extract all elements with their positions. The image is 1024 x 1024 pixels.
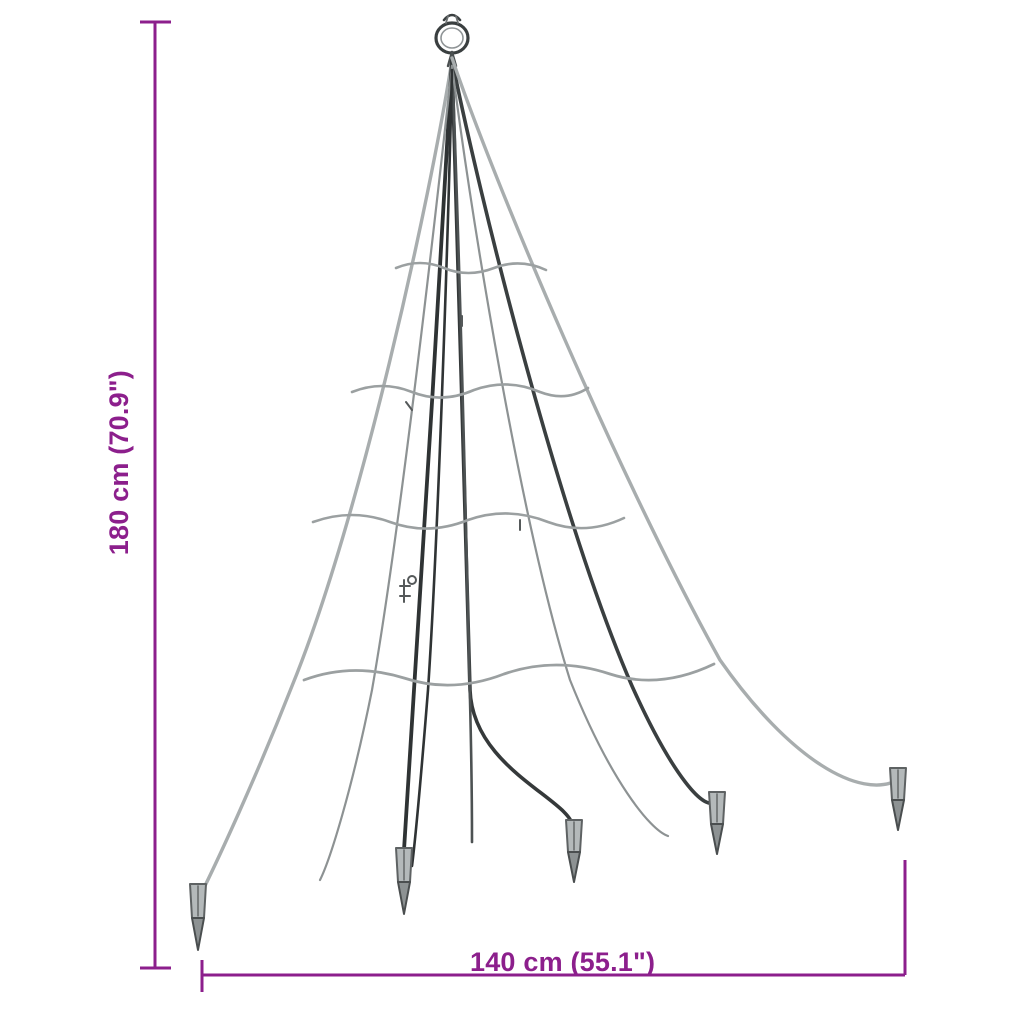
ring-2 xyxy=(350,383,590,399)
ground-stakes xyxy=(189,767,907,951)
inner-upright-left xyxy=(318,64,454,882)
inner-upright-center xyxy=(410,68,454,868)
top-ring xyxy=(434,13,470,55)
inner-upright-right xyxy=(450,64,670,838)
leg-5 xyxy=(450,56,900,787)
leg-1 xyxy=(196,58,454,902)
leg-4 xyxy=(450,58,718,805)
width-dimension-label: 140 cm (55.1") xyxy=(470,947,656,977)
stake-1 xyxy=(189,883,207,951)
leg-2 xyxy=(401,58,454,868)
stake-3 xyxy=(565,819,583,883)
height-dimension-line xyxy=(140,20,171,970)
stake-2 xyxy=(395,847,413,915)
trellis-structure xyxy=(189,13,907,951)
ring-3 xyxy=(311,512,626,530)
center-spine xyxy=(450,62,474,844)
connector-clips xyxy=(399,315,521,603)
height-dimension-label: 180 cm (70.9") xyxy=(104,370,134,556)
ring-4 xyxy=(302,662,716,687)
stake-5 xyxy=(889,767,907,831)
stake-4 xyxy=(708,791,726,855)
width-dimension-line xyxy=(200,860,907,992)
ring-1 xyxy=(394,261,548,275)
